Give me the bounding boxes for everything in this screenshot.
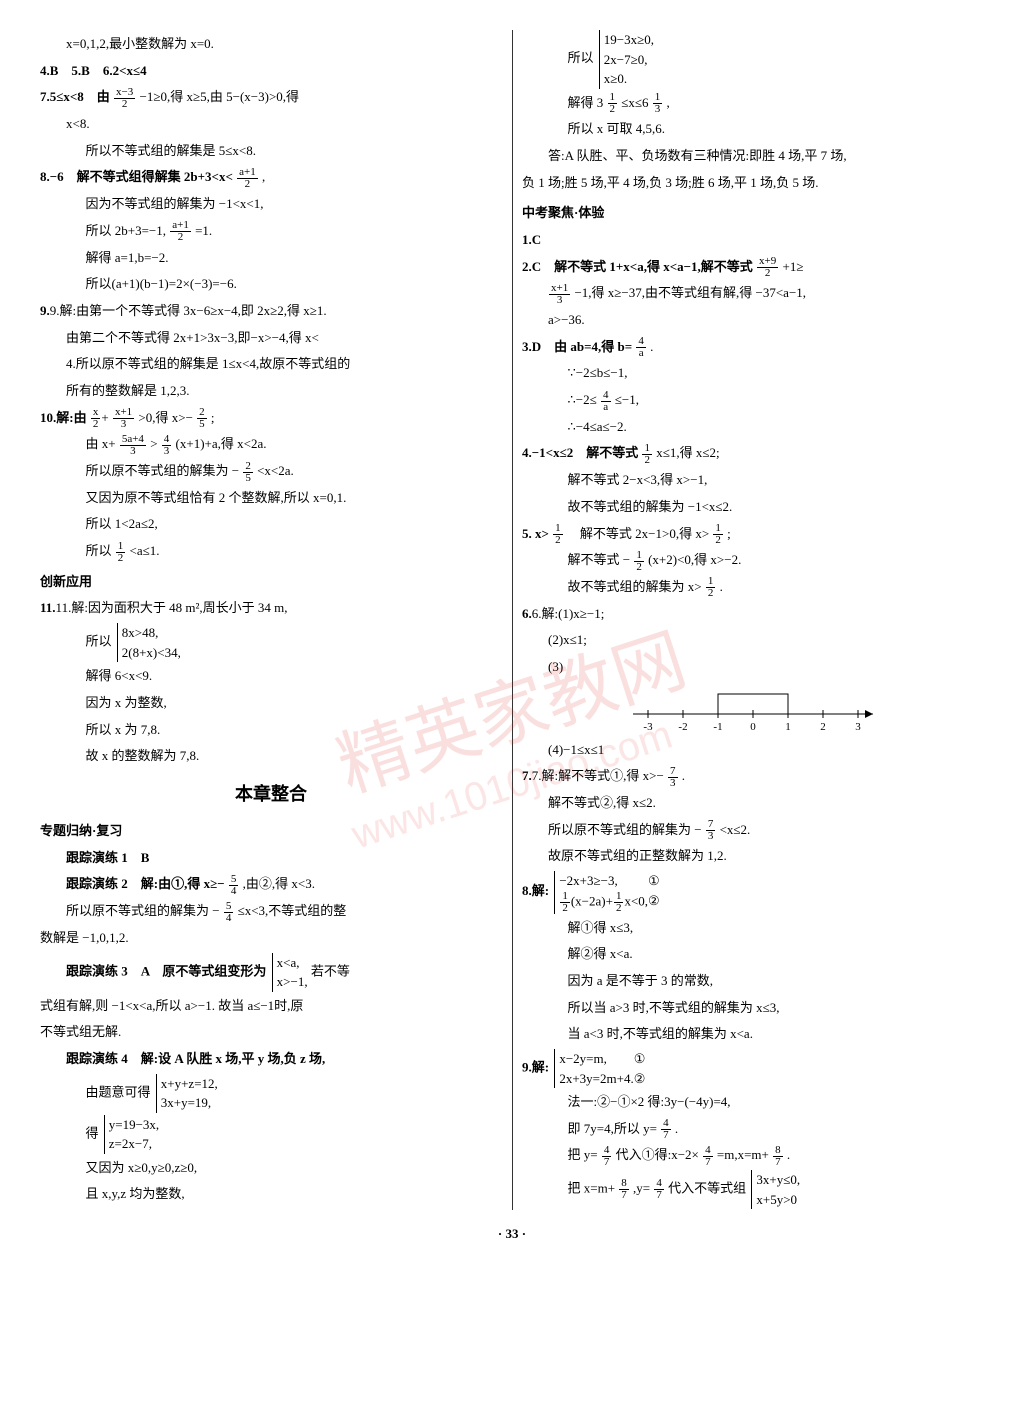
line: 2.C 解不等式 1+x<a,得 x<a−1,解不等式 x+92 +1≥ (522, 255, 984, 280)
line: 且 x,y,z 均为整数, (40, 1182, 502, 1207)
line: 6.6.解:(1)x≥−1; (522, 602, 984, 627)
line: 把 y= 47 代入①得:x−2× 47 =m,x=m+ 87 . (522, 1143, 984, 1168)
line: 当 a<3 时,不等式组的解集为 x<a. (522, 1022, 984, 1047)
line: 所以 x 可取 4,5,6. (522, 117, 984, 142)
line: 4.−1<x≤2 解不等式 12 x≤1,得 x≤2; (522, 441, 984, 466)
line: 所以 8x>48, 2(8+x)<34, (40, 623, 502, 662)
line: 又因为 x≥0,y≥0,z≥0, (40, 1156, 502, 1181)
line: 所以 12 <a≤1. (40, 539, 502, 564)
line: 8.−6 解不等式组得解集 2b+3<x< a+12 , (40, 165, 502, 190)
line: 所以原不等式组的解集为 − 54 ≤x<3,不等式组的整 (40, 899, 502, 924)
line: 解不等式 2−x<3,得 x>−1, (522, 468, 984, 493)
line: a>−36. (522, 308, 984, 333)
line: ∴−2≤ 4a ≤−1, (522, 388, 984, 413)
line: 所有的整数解是 1,2,3. (40, 379, 502, 404)
line: 跟踪演练 2 解:由①,得 x≥− 54 ,由②,得 x<3. (40, 872, 502, 897)
section-topic-review: 专题归纳·复习 (40, 819, 502, 844)
svg-text:-1: -1 (713, 721, 722, 733)
line: (2)x≤1; (522, 628, 984, 653)
line: 即 7y=4,所以 y= 47 . (522, 1117, 984, 1142)
line: 故不等式组的解集为 −1<x≤2. (522, 495, 984, 520)
svg-text:-3: -3 (643, 721, 653, 733)
line: 4.B 5.B 6.2<x≤4 (40, 59, 502, 84)
line: 所以当 a>3 时,不等式组的解集为 x≤3, (522, 996, 984, 1021)
line: 解得 a=1,b=−2. (40, 246, 502, 271)
line: (4)−1≤x≤1 (522, 738, 984, 763)
line: 所以 1<2a≤2, (40, 512, 502, 537)
line: 因为 x 为整数, (40, 691, 502, 716)
line: 跟踪演练 3 A 原不等式组变形为 x<a, x>−1, 若不等 (40, 953, 502, 992)
line: 10.解:由 x2+ x+13 >0,得 x>− 25 ; (40, 406, 502, 431)
section-innovation: 创新应用 (40, 570, 502, 595)
line: 解不等式 − 12 (x+2)<0,得 x>−2. (522, 548, 984, 573)
line: 所以 x 为 7,8. (40, 718, 502, 743)
line: 3.D 由 ab=4,得 b= 4a . (522, 335, 984, 360)
line: 由第二个不等式得 2x+1>3x−3,即−x>−4,得 x< (40, 326, 502, 351)
line: 解①得 x≤3, (522, 916, 984, 941)
line: 8.解: −2x+3≥−3,① 12(x−2a)+12x<0,② (522, 871, 984, 914)
line: 故原不等式组的正整数解为 1,2. (522, 844, 984, 869)
line: 解不等式②,得 x≤2. (522, 791, 984, 816)
line: 所以(a+1)(b−1)=2×(−3)=−6. (40, 272, 502, 297)
line: 负 1 场;胜 5 场,平 4 场,负 3 场;胜 6 场,平 1 场,负 5 … (522, 171, 984, 196)
line: 得 y=19−3x, z=2x−7, (40, 1115, 502, 1154)
line: 因为 a 是不等于 3 的常数, (522, 969, 984, 994)
line: 由题意可得 x+y+z=12, 3x+y=19, (40, 1074, 502, 1113)
svg-text:1: 1 (785, 721, 791, 733)
line: 9.9.解:由第一个不等式得 3x−6≥x−4,即 2x≥2,得 x≥1. (40, 299, 502, 324)
section-exam-focus: 中考聚焦·体验 (522, 201, 984, 226)
line: 不等式组无解. (40, 1020, 502, 1045)
line: 7.7.解:解不等式①,得 x>− 73 . (522, 764, 984, 789)
line: 法一:②−①×2 得:3y−(−4y)=4, (522, 1090, 984, 1115)
line: 11.11.解:因为面积大于 48 m²,周长小于 34 m, (40, 596, 502, 621)
line: 故 x 的整数解为 7,8. (40, 744, 502, 769)
line: 4.所以原不等式组的解集是 1≤x<4,故原不等式组的 (40, 352, 502, 377)
line: 又因为原不等式组恰有 2 个整数解,所以 x=0,1. (40, 486, 502, 511)
line: 数解是 −1,0,1,2. (40, 926, 502, 951)
line: ∴−4≤a≤−2. (522, 415, 984, 440)
line: 式组有解,则 −1<x<a,所以 a>−1. 故当 a≤−1时,原 (40, 994, 502, 1019)
line: 所以原不等式组的解集为 − 73 <x≤2. (522, 818, 984, 843)
chapter-title: 本章整合 (40, 777, 502, 811)
line: 所以 2b+3=−1, a+12 =1. (40, 219, 502, 244)
svg-text:0: 0 (750, 721, 756, 733)
line: 9.解: x−2y=m,① 2x+3y=2m+4.② (522, 1049, 984, 1088)
number-line-diagram: -3 -2 -1 0 1 2 3 (623, 684, 883, 734)
line: 因为不等式组的解集为 −1<x<1, (40, 192, 502, 217)
line: 由 x+ 5a+43 > 43 (x+1)+a,得 x<2a. (40, 432, 502, 457)
line: 解②得 x<a. (522, 942, 984, 967)
line: 所以不等式组的解集是 5≤x<8. (40, 139, 502, 164)
svg-text:-2: -2 (678, 721, 687, 733)
line: ∵−2≤b≤−1, (522, 361, 984, 386)
line: 1.C (522, 228, 984, 253)
line: 跟踪演练 4 解:设 A 队胜 x 场,平 y 场,负 z 场, (40, 1047, 502, 1072)
line: 把 x=m+ 87 ,y= 47 代入不等式组 3x+y≤0, x+5y>0 (522, 1170, 984, 1209)
line: 故不等式组的解集为 x> 12 . (522, 575, 984, 600)
line: x=0,1,2,最小整数解为 x=0. (40, 32, 502, 57)
line: 所以 19−3x≥0, 2x−7≥0, x≥0. (522, 30, 984, 89)
svg-text:3: 3 (855, 721, 861, 733)
line: x<8. (40, 112, 502, 137)
line: 解得 6<x<9. (40, 664, 502, 689)
page-number: · 33 · (40, 1222, 984, 1247)
line: 解得 3 12 ≤x≤6 13 , (522, 91, 984, 116)
line: 跟踪演练 1 B (40, 846, 502, 871)
page-columns: x=0,1,2,最小整数解为 x=0. 4.B 5.B 6.2<x≤4 7.5≤… (40, 30, 984, 1210)
line: 所以原不等式组的解集为 − 25 <x<2a. (40, 459, 502, 484)
line: 5. x> 12 解不等式 2x−1>0,得 x> 12 ; (522, 522, 984, 547)
line: (3) (522, 655, 984, 680)
line: 答:A 队胜、平、负场数有三种情况:即胜 4 场,平 7 场, (522, 144, 984, 169)
line: 7.5≤x<8 由 x−32 −1≥0,得 x≥5,由 5−(x−3)>0,得 (40, 85, 502, 110)
line: x+13 −1,得 x≥−37,由不等式组有解,得 −37<a−1, (522, 281, 984, 306)
svg-text:2: 2 (820, 721, 826, 733)
